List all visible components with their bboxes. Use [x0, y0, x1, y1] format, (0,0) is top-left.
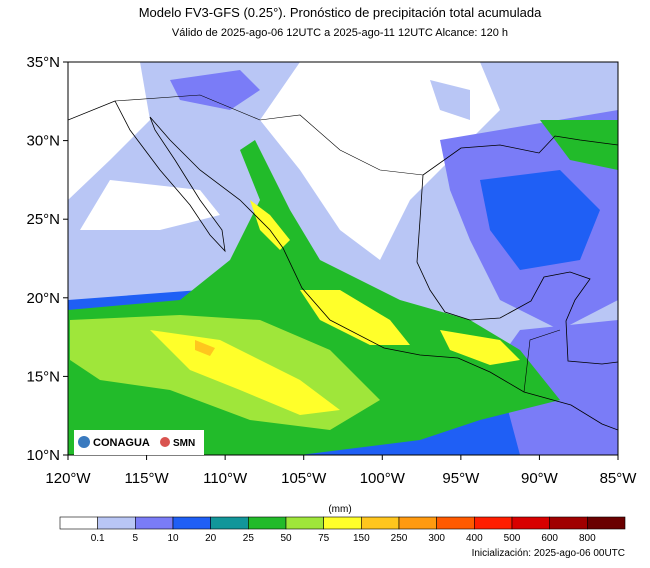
- colorbar-label: 0.1: [91, 533, 105, 544]
- logo-text: CONAGUA: [93, 437, 150, 449]
- colorbar-box: [549, 516, 588, 530]
- lon-label: 100°W: [360, 470, 406, 487]
- colorbar-label: 300: [428, 533, 445, 544]
- init-time: Inicialización: 2025-ago-06 00UTC: [472, 548, 625, 559]
- colorbar-box: [436, 516, 475, 530]
- lat-label: 15°N: [26, 368, 60, 385]
- colorbar-label: 600: [541, 533, 558, 544]
- lon-label: 95°W: [442, 470, 480, 487]
- colorbar-box: [59, 516, 98, 530]
- colorbar-label: 25: [243, 533, 255, 544]
- lat-label: 30°N: [26, 133, 60, 150]
- colorbar-label: 20: [205, 533, 217, 544]
- lat-label: 25°N: [26, 211, 60, 228]
- colorbar-box: [361, 516, 400, 530]
- colorbar-box: [97, 516, 136, 530]
- coastlines: [68, 94, 618, 431]
- colorbar-box: [587, 516, 626, 530]
- lon-label: 110°W: [203, 470, 248, 487]
- colorbar-label: 75: [318, 533, 330, 544]
- lat-label: 10°N: [26, 447, 60, 464]
- logo-text: SMN: [173, 438, 195, 449]
- subtitle: Válido de 2025-ago-06 12UTC a 2025-ago-1…: [172, 27, 508, 39]
- colorbar-box: [323, 516, 362, 530]
- colorbar-box: [210, 516, 249, 530]
- colorbar-box: [248, 516, 287, 530]
- lon-label: 105°W: [281, 470, 327, 487]
- lat-label: 35°N: [26, 54, 60, 71]
- colorbar-label: 5: [133, 533, 139, 544]
- title: Modelo FV3-GFS (0.25°). Pronóstico de pr…: [139, 5, 542, 20]
- colorbar-unit: (mm): [328, 504, 351, 515]
- lon-label: 120°W: [45, 470, 91, 487]
- colorbar-box: [398, 516, 437, 530]
- colorbar-label: 250: [391, 533, 408, 544]
- colorbar-label: 10: [167, 533, 179, 544]
- colorbar-label: 400: [466, 533, 483, 544]
- colorbar-label: 500: [504, 533, 521, 544]
- logo-box: CONAGUA SMN: [74, 430, 204, 455]
- lat-label: 20°N: [26, 290, 60, 307]
- colorbar-box: [135, 516, 174, 530]
- map-frame: [67, 61, 619, 456]
- precip-field: [68, 62, 618, 455]
- colorbar-box: [172, 516, 211, 530]
- lon-label: 90°W: [521, 470, 559, 487]
- colorbar-box: [511, 516, 550, 530]
- lon-label: 85°W: [600, 470, 638, 487]
- colorbar-label: 150: [353, 533, 370, 544]
- colorbar-box: [474, 516, 513, 530]
- colorbar-label: 800: [579, 533, 596, 544]
- colorbar-box: [285, 516, 324, 530]
- lon-label: 115°W: [125, 470, 170, 487]
- colorbar-label: 50: [280, 533, 292, 544]
